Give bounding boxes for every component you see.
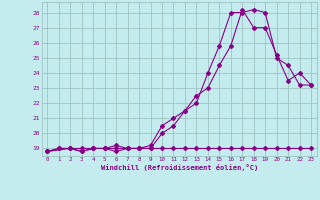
X-axis label: Windchill (Refroidissement éolien,°C): Windchill (Refroidissement éolien,°C) — [100, 164, 258, 171]
